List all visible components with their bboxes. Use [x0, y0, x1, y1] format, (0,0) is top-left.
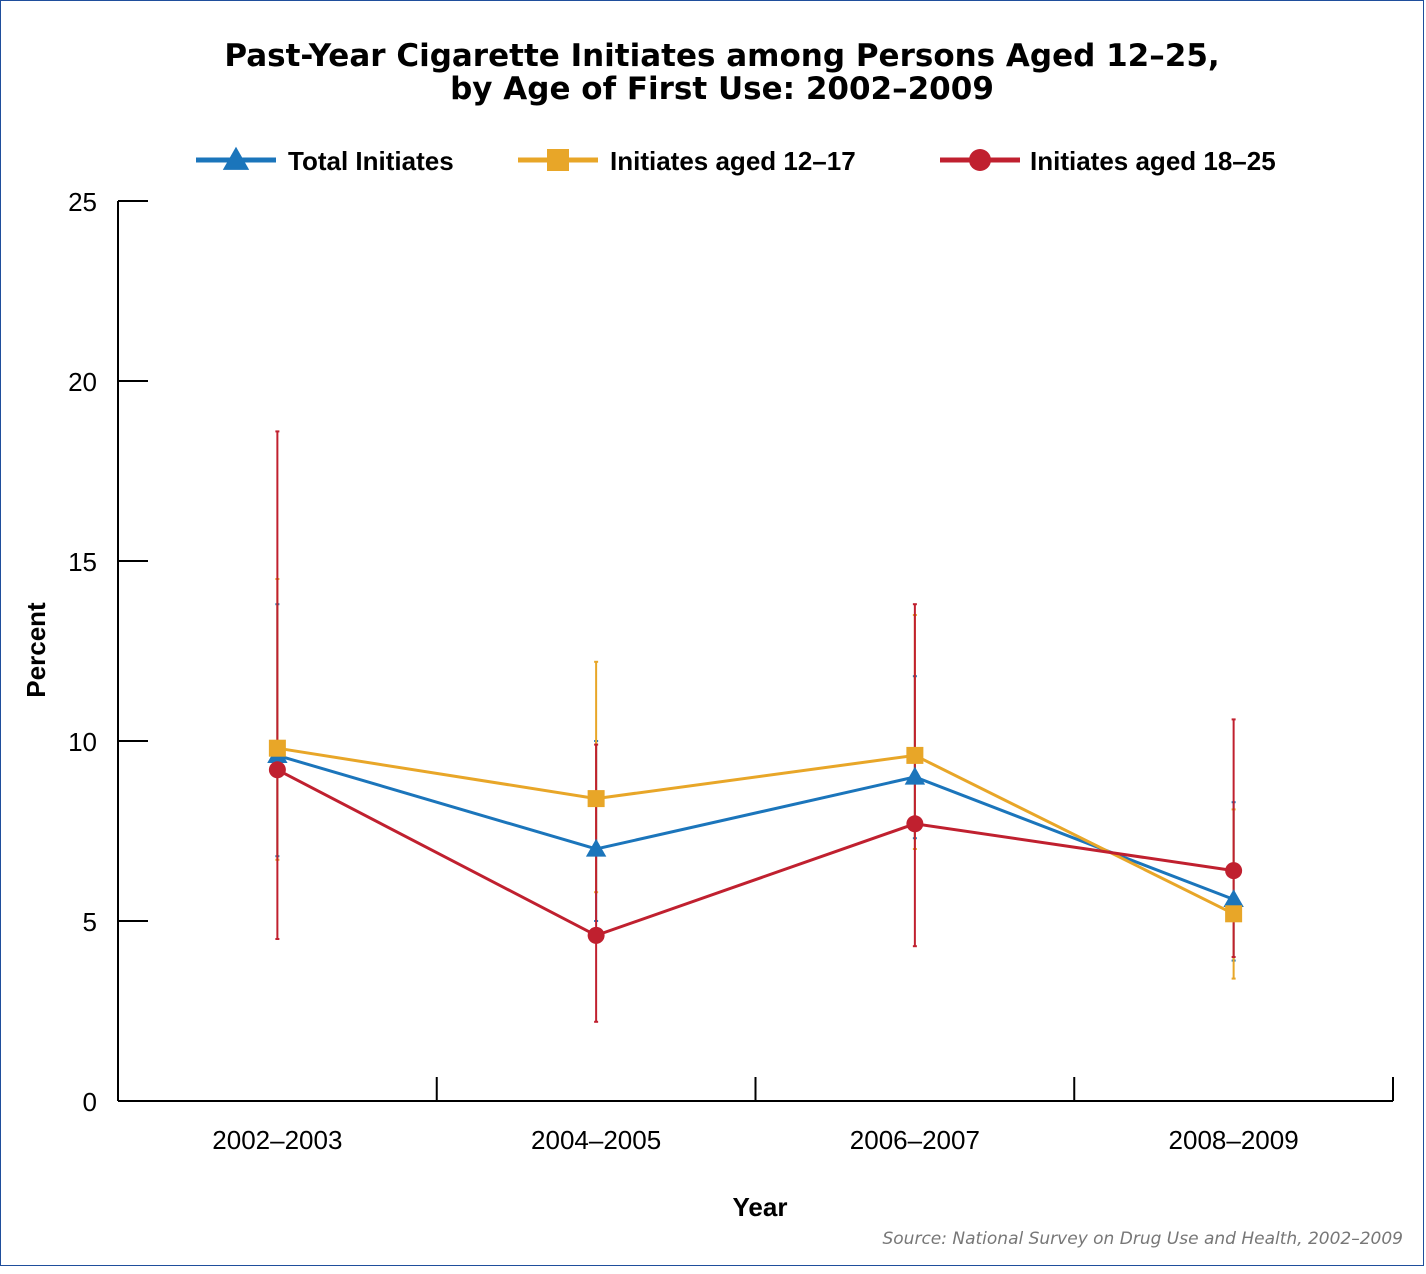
y-tick-label: 5 [83, 907, 97, 937]
x-tick-label: 2004–2005 [531, 1125, 661, 1155]
series-aged-12-17 [275, 578, 1236, 980]
axes: 0 5 10 15 20 25 2002–2003 2004–2005 2006–2007 200… [68, 187, 1394, 1155]
series-line [277, 746, 1235, 916]
data-point [585, 838, 607, 857]
y-tick-label: 0 [83, 1087, 97, 1117]
legend-item-aged-12-17: Initiates aged 12–17 [518, 146, 856, 176]
legend-swatch-marker [969, 149, 991, 171]
legend-item-total: Total Initiates [196, 146, 454, 176]
y-tick-label: 20 [68, 367, 97, 397]
data-point [904, 766, 926, 785]
series-total [275, 603, 1236, 962]
data-point [1225, 862, 1243, 880]
x-tick-label: 2002–2003 [212, 1125, 342, 1155]
chart-title-line-1: Past-Year Cigarette Initiates among Pers… [224, 38, 1219, 74]
series-line [276, 753, 1235, 901]
series-aged-18-25 [275, 430, 1236, 1023]
legend-swatch-marker [222, 146, 250, 170]
data-point [1223, 889, 1244, 908]
data-point [268, 739, 286, 757]
data-point [1225, 905, 1243, 923]
chart-title-line-2: by Age of First Use: 2002–2009 [450, 71, 994, 107]
markers-aged-18-25 [268, 761, 1243, 944]
y-axis-title: Percent [21, 602, 51, 698]
series-line [276, 768, 1234, 938]
y-tick-label: 25 [68, 187, 97, 217]
legend-label: Total Initiates [288, 146, 454, 176]
data-point [587, 790, 605, 808]
x-tick-label: 2006–2007 [850, 1125, 980, 1155]
plot-area [267, 430, 1244, 1023]
legend: Total Initiates Initiates aged 12–17 Initi… [196, 146, 1276, 176]
y-tick-label: 15 [68, 547, 97, 577]
markers-aged-12-17 [268, 739, 1243, 923]
y-tick-label: 10 [68, 727, 97, 757]
data-point [268, 761, 286, 779]
legend-label: Initiates aged 12–17 [610, 146, 856, 176]
x-axis-title: Year [733, 1192, 788, 1222]
data-point [587, 926, 605, 944]
data-point [906, 746, 924, 764]
legend-item-aged-18-25: Initiates aged 18–25 [940, 146, 1276, 176]
data-point [906, 815, 924, 833]
legend-label: Initiates aged 18–25 [1030, 146, 1276, 176]
x-tick-label: 2008–2009 [1169, 1125, 1299, 1155]
legend-swatch-marker [547, 149, 569, 171]
source-note: Source: National Survey on Drug Use and … [882, 1229, 1403, 1249]
